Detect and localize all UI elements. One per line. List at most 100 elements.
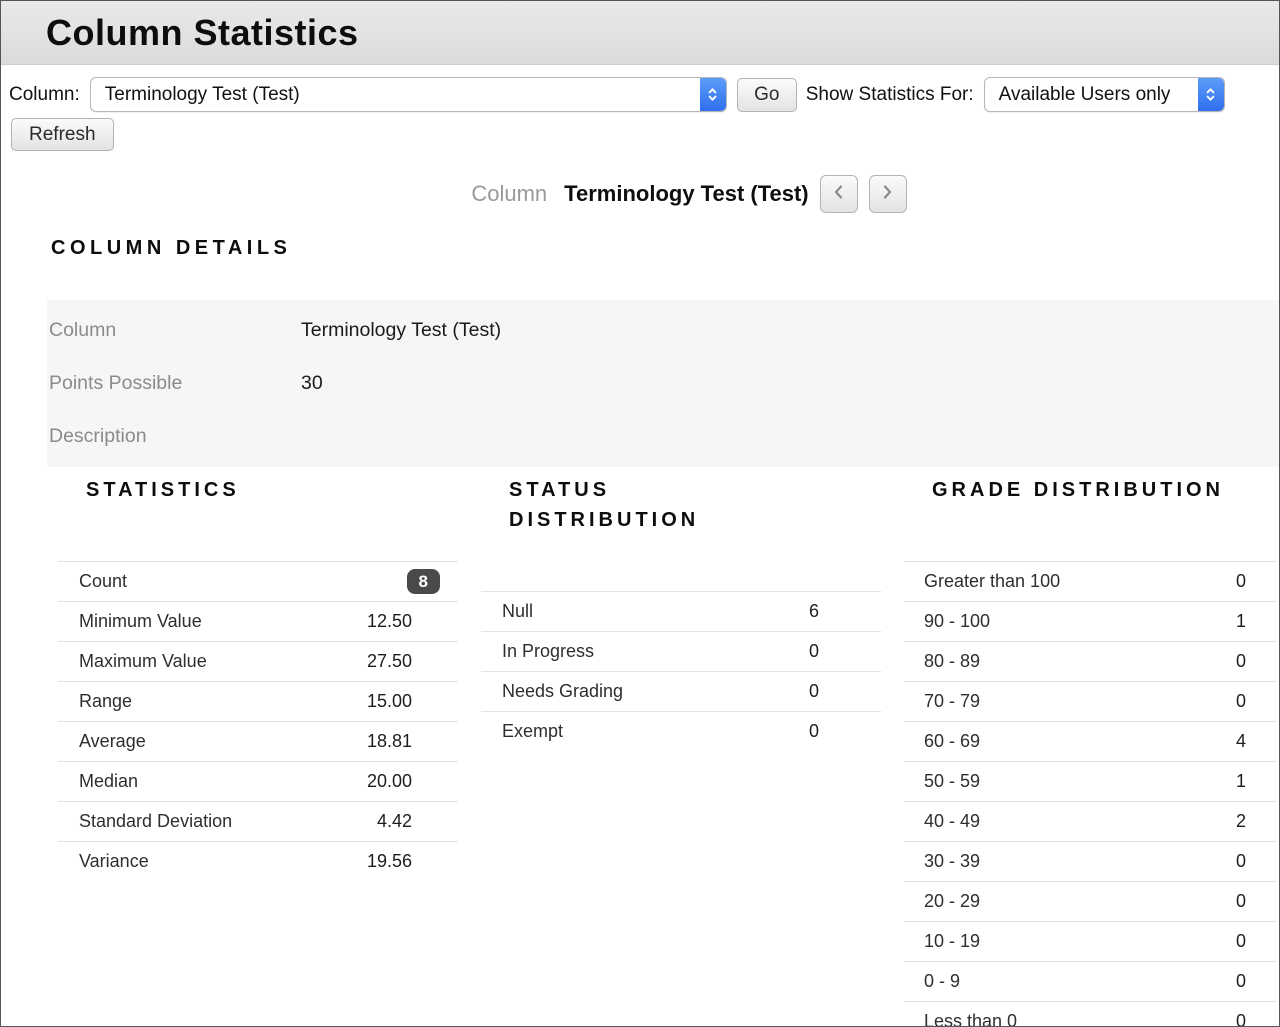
row-value: 12.50	[366, 611, 412, 631]
select-up-down-chevrons-icon	[1197, 78, 1224, 111]
table-row: Minimum Value 12.50	[58, 601, 458, 641]
table-row: 30 - 39 0	[904, 841, 1277, 881]
row-value: 0	[1235, 971, 1246, 991]
column-select-value: Terminology Test (Test)	[104, 83, 300, 105]
detail-value: Terminology Test (Test)	[301, 319, 502, 341]
row-label: Count	[79, 571, 128, 591]
chevron-left-icon	[832, 184, 845, 205]
row-label: Less than 0	[924, 1011, 1018, 1027]
row-label: 60 - 69	[924, 731, 981, 751]
row-label: Maximum Value	[79, 651, 207, 671]
statistics-heading: STATISTICS	[86, 479, 240, 501]
table-row: Variance 19.56	[58, 841, 458, 881]
page-title: Column Statistics	[46, 11, 359, 53]
row-label: Needs Grading	[502, 681, 624, 701]
detail-value: 30	[301, 372, 323, 394]
refresh-button[interactable]: Refresh	[11, 118, 114, 151]
toolbar-row-selects: Column: Terminology Test (Test) Go Show …	[9, 77, 1271, 112]
show-statistics-select[interactable]: Available Users only	[983, 77, 1225, 112]
row-value: 27.50	[366, 651, 412, 671]
row-label: Null	[502, 601, 534, 621]
page-header: Column Statistics	[1, 1, 1279, 65]
row-label: 80 - 89	[924, 651, 981, 671]
table-row: 50 - 59 1	[904, 761, 1277, 801]
column-details-heading: COLUMN DETAILS	[51, 237, 292, 259]
row-label: 10 - 19	[924, 931, 981, 951]
row-value: 8	[406, 569, 440, 594]
row-value: 15.00	[366, 691, 412, 711]
statistics-table: Count 8 Minimum Value 12.50 Maximum Valu…	[58, 561, 458, 881]
table-row: Median 20.00	[58, 761, 458, 801]
table-row: Standard Deviation 4.42	[58, 801, 458, 841]
detail-label: Column	[49, 319, 117, 341]
row-label: 20 - 29	[924, 891, 981, 911]
table-row: 0 - 9 0	[904, 961, 1277, 1001]
column-select-label: Column:	[9, 83, 80, 105]
nav-column-label: Column	[471, 181, 548, 206]
previous-column-button[interactable]	[819, 175, 858, 213]
show-statistics-value: Available Users only	[998, 83, 1171, 105]
row-value: 0	[808, 681, 819, 701]
status-distribution-heading: STATUS DISTRIBUTION	[509, 479, 700, 531]
row-value: 1	[1235, 771, 1246, 791]
row-label: Standard Deviation	[79, 811, 233, 831]
table-row: 60 - 69 4	[904, 721, 1277, 761]
row-value: 0	[808, 721, 819, 741]
column-nav: Column Terminology Test (Test)	[50, 175, 1279, 213]
table-row: Average 18.81	[58, 721, 458, 761]
row-label: Exempt	[502, 721, 564, 741]
row-label: 90 - 100	[924, 611, 991, 631]
detail-row: Column Terminology Test (Test)	[47, 304, 1279, 357]
row-value: 0	[1235, 571, 1246, 591]
row-value: 2	[1235, 811, 1246, 831]
table-row: Less than 0 0	[904, 1001, 1277, 1027]
table-row: Needs Grading 0	[481, 671, 881, 711]
row-value: 0	[1235, 851, 1246, 871]
table-row: 40 - 49 2	[904, 801, 1277, 841]
row-label: 30 - 39	[924, 851, 981, 871]
select-up-down-chevrons-icon	[699, 78, 726, 111]
status-distribution-section: STATUS DISTRIBUTION Null 6 In Progress 0…	[481, 475, 881, 1026]
column-details-block: Column Terminology Test (Test) Points Po…	[47, 300, 1279, 467]
table-row: Exempt 0	[481, 711, 881, 751]
detail-row: Description	[47, 410, 1279, 463]
go-button[interactable]: Go	[736, 77, 797, 112]
toolbar-row-refresh: Refresh	[9, 118, 1271, 151]
column-select[interactable]: Terminology Test (Test)	[89, 77, 727, 112]
row-label: Variance	[79, 851, 149, 871]
detail-label: Points Possible	[49, 372, 183, 394]
nav-column-value: Terminology Test (Test)	[564, 181, 809, 206]
grade-distribution-section: GRADE DISTRIBUTION Greater than 100 0 90…	[904, 475, 1277, 1027]
row-value: 0	[1235, 931, 1246, 951]
row-label: In Progress	[502, 641, 595, 661]
row-value: 20.00	[366, 771, 412, 791]
detail-label: Description	[49, 425, 147, 447]
grade-distribution-heading: GRADE DISTRIBUTION	[932, 479, 1224, 501]
row-value: 0	[1235, 1011, 1246, 1027]
row-label: Greater than 100	[924, 571, 1061, 591]
detail-row: Points Possible 30	[47, 357, 1279, 410]
row-value: 1	[1235, 611, 1246, 631]
row-value: 0	[1235, 651, 1246, 671]
row-label: 0 - 9	[924, 971, 961, 991]
row-label: 70 - 79	[924, 691, 981, 711]
show-statistics-label: Show Statistics For:	[805, 83, 974, 105]
table-row: 70 - 79 0	[904, 681, 1277, 721]
row-label: Average	[79, 731, 146, 751]
next-column-button[interactable]	[868, 175, 907, 213]
status-distribution-table: Null 6 In Progress 0 Needs Grading 0	[481, 591, 881, 751]
table-row: 80 - 89 0	[904, 641, 1277, 681]
row-value: 4	[1235, 731, 1246, 751]
grade-distribution-table: Greater than 100 0 90 - 100 1 80 - 89 0	[904, 561, 1277, 1027]
row-label: 40 - 49	[924, 811, 981, 831]
row-value: 0	[808, 641, 819, 661]
table-row: In Progress 0	[481, 631, 881, 671]
row-value: 19.56	[366, 851, 412, 871]
row-value: 4.42	[376, 811, 412, 831]
row-label: Median	[79, 771, 139, 791]
table-row: Range 15.00	[58, 681, 458, 721]
table-row: Count 8	[58, 561, 458, 601]
table-row: Greater than 100 0	[904, 561, 1277, 601]
table-row: 90 - 100 1	[904, 601, 1277, 641]
